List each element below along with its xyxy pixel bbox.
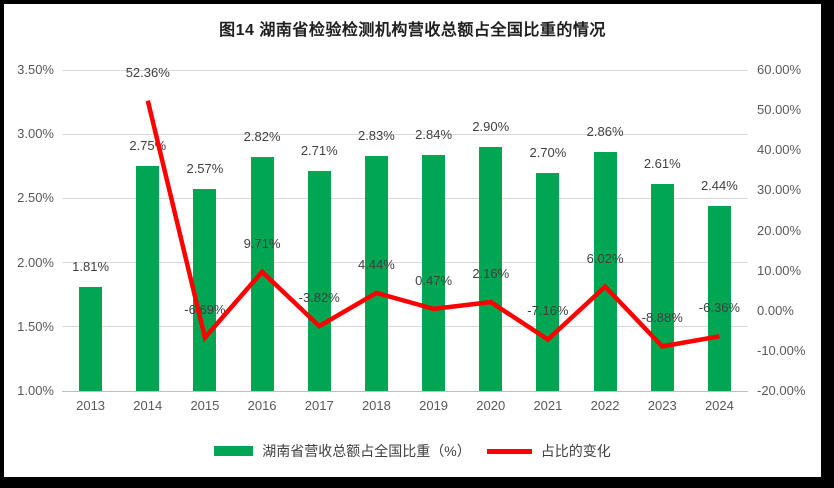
bar-value-label: 2.71%	[300, 143, 338, 159]
bar-value-label: 2.82%	[243, 129, 281, 145]
x-axis-label-2023: 2023	[647, 398, 677, 413]
left-axis-tick: 2.50%	[17, 190, 54, 206]
bar-2024	[707, 206, 731, 391]
x-axis-label-2014: 2014	[133, 398, 163, 413]
bar-2013	[79, 286, 103, 391]
legend-line-swatch	[486, 448, 532, 454]
left-axis-tick: 1.00%	[17, 383, 54, 398]
left-axis-tick: 2.00%	[17, 254, 54, 270]
bar-2014	[136, 166, 160, 391]
gridline	[62, 197, 748, 199]
left-axis-tick: 3.50%	[17, 62, 54, 77]
line-value-label: 9.71%	[243, 235, 281, 251]
right-axis-tick: 50.00%	[757, 102, 802, 118]
x-axis-label-2016: 2016	[247, 398, 277, 413]
line-value-label: 52.36%	[125, 64, 170, 80]
bar-value-label: 2.70%	[529, 144, 567, 160]
gridline	[62, 390, 748, 392]
legend-line-series-label: 占比的变化	[540, 443, 611, 459]
bar-2022	[593, 152, 617, 391]
x-axis-label-2019: 2019	[419, 398, 449, 413]
gridline	[62, 69, 748, 71]
legend: 湖南省营收总额占全国比重（%） 占比的变化	[4, 442, 821, 460]
legend-bar-swatch	[214, 446, 254, 456]
x-axis-label-2018: 2018	[361, 398, 391, 413]
x-axis-label-2022: 2022	[590, 398, 620, 413]
bar-value-label: 2.61%	[643, 156, 681, 172]
line-value-label: -6.36%	[698, 300, 740, 316]
legend-bar-series-label: 湖南省营收总额占全国比重（%）	[262, 443, 471, 459]
line-value-label: 6.02%	[586, 250, 624, 266]
right-axis-tick: 60.00%	[757, 62, 802, 77]
bar-value-label: 1.81%	[72, 258, 110, 274]
right-axis-tick: -20.00%	[757, 383, 806, 398]
right-axis-tick: 40.00%	[757, 142, 802, 158]
line-value-label: 2.16%	[472, 266, 510, 282]
gridline	[62, 326, 748, 328]
x-axis-label-2017: 2017	[304, 398, 334, 413]
bar-2015	[193, 189, 217, 391]
chart-canvas: 图14 湖南省检验检测机构营收总额占全国比重的情况 3.50% 3.00% 2.50…	[4, 4, 821, 477]
x-axis-label-2020: 2020	[476, 398, 506, 413]
right-axis-tick: 20.00%	[757, 222, 802, 238]
bar-value-label: 2.86%	[586, 124, 624, 140]
bar-value-label: 2.44%	[700, 178, 738, 194]
bar-2017	[307, 171, 331, 391]
bar-value-label: 2.75%	[129, 138, 167, 154]
line-value-label: -7.16%	[527, 303, 569, 319]
x-axis-label-2015: 2015	[190, 398, 220, 413]
bar-value-label: 2.90%	[472, 119, 510, 135]
plot-area: 3.50% 3.00% 2.50% 2.00% 1.50% 1.00% 60.00% 50.0…	[4, 4, 821, 477]
x-axis-label-2013: 2013	[76, 398, 106, 413]
left-axis-tick: 3.00%	[17, 126, 54, 142]
x-axis-label-2021: 2021	[533, 398, 563, 413]
bar-2016	[250, 157, 274, 391]
right-axis-tick: 0.00%	[757, 302, 794, 318]
bar-2023	[650, 184, 674, 391]
right-axis-tick: 30.00%	[757, 182, 802, 198]
chart-title: 图14 湖南省检验检测机构营收总额占全国比重的情况	[219, 22, 606, 39]
right-axis-tick: 10.00%	[757, 262, 802, 278]
x-axis-label-2024: 2024	[704, 398, 734, 413]
line-value-label: 4.44%	[357, 256, 395, 272]
line-value-label: -6.69%	[184, 301, 226, 317]
right-axis-tick: -10.00%	[757, 342, 806, 358]
left-axis-tick: 1.50%	[17, 318, 54, 334]
bar-value-label: 2.57%	[186, 161, 224, 177]
bar-2021	[536, 172, 560, 391]
line-value-label: -3.82%	[298, 290, 340, 306]
bar-2018	[364, 156, 388, 391]
